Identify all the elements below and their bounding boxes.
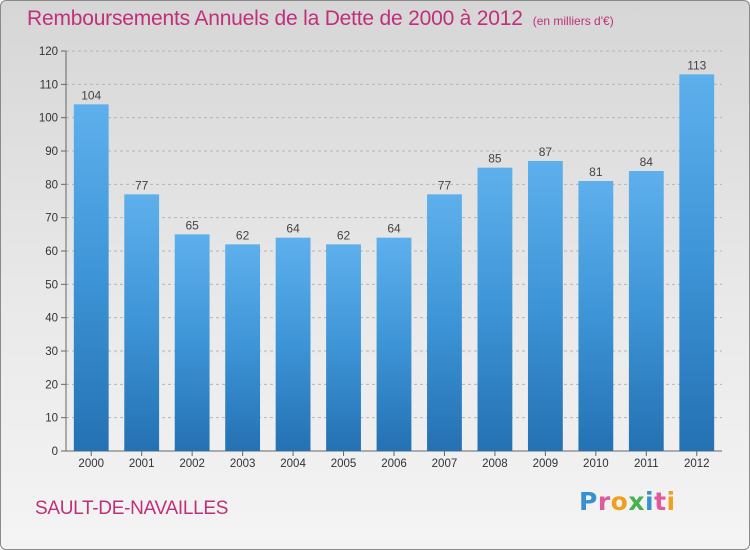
data-label: 113 — [687, 58, 706, 72]
y-tick-label: 100 — [39, 113, 58, 125]
data-label: 62 — [337, 228, 351, 242]
x-tick-label: 2011 — [634, 458, 659, 470]
data-label: 81 — [589, 165, 603, 179]
bar — [124, 194, 160, 452]
bar — [427, 194, 462, 452]
y-tick-label: 90 — [45, 146, 58, 158]
data-label: 77 — [438, 178, 452, 192]
bar — [628, 171, 664, 451]
title-block: Remboursements Annuels de la Dette de 20… — [27, 7, 614, 31]
y-tick-label: 0 — [52, 446, 58, 458]
bar — [326, 244, 361, 451]
y-tick-label: 120 — [39, 46, 58, 58]
y-tick-label: 40 — [45, 313, 58, 325]
x-tick-label: 2003 — [230, 458, 256, 470]
x-tick-label: 2006 — [381, 458, 407, 470]
x-tick-label: 2008 — [482, 458, 508, 470]
data-label: 84 — [640, 155, 654, 169]
y-tick-label: 80 — [45, 179, 58, 191]
data-label: 77 — [135, 178, 149, 192]
y-tick-label: 60 — [45, 246, 58, 258]
y-tick-label: 110 — [40, 79, 58, 91]
logo-letter: i — [666, 487, 676, 516]
data-label: 64 — [286, 222, 300, 236]
x-tick-label: 2012 — [684, 458, 710, 470]
y-tick-label: 30 — [45, 346, 58, 358]
x-tick-label: 2007 — [432, 458, 458, 470]
y-tick-label: 50 — [45, 279, 58, 291]
data-label: 87 — [539, 145, 553, 159]
commune-name: SAULT-DE-NAVAILLES — [35, 498, 229, 519]
data-label: 64 — [387, 222, 401, 236]
bar — [225, 244, 261, 451]
y-tick-label: 70 — [45, 213, 58, 225]
bar — [679, 74, 715, 451]
bar — [477, 167, 513, 451]
logo-letter: i — [645, 487, 655, 516]
data-label: 85 — [488, 152, 502, 166]
data-label: 65 — [185, 218, 199, 232]
chart-title: Remboursements Annuels de la Dette de 20… — [27, 7, 523, 30]
bar — [275, 237, 311, 451]
bar — [527, 161, 563, 451]
bar — [174, 234, 210, 451]
data-label: 62 — [236, 228, 250, 242]
logo-letter: P — [579, 487, 598, 516]
y-tick-label: 20 — [45, 379, 58, 391]
x-tick-label: 2002 — [179, 458, 205, 470]
logo-letter: r — [597, 487, 611, 516]
data-label: 104 — [81, 88, 101, 102]
logo-letter: x — [628, 487, 645, 516]
x-tick-label: 2010 — [583, 458, 609, 470]
proxiti-logo[interactable]: Proxiti — [579, 487, 676, 516]
x-tick-label: 2005 — [331, 458, 357, 470]
chart-subtitle: (en milliers d'€) — [532, 14, 614, 28]
x-tick-label: 2001 — [129, 458, 155, 470]
logo-letter: t — [654, 487, 667, 516]
x-tick-label: 2009 — [533, 458, 559, 470]
logo-letter: o — [610, 487, 629, 516]
x-tick-label: 2000 — [78, 458, 104, 470]
bar — [578, 181, 614, 451]
x-tick-label: 2004 — [280, 458, 306, 470]
bar — [73, 104, 109, 451]
y-tick-label: 10 — [45, 413, 58, 425]
bar — [376, 237, 412, 451]
